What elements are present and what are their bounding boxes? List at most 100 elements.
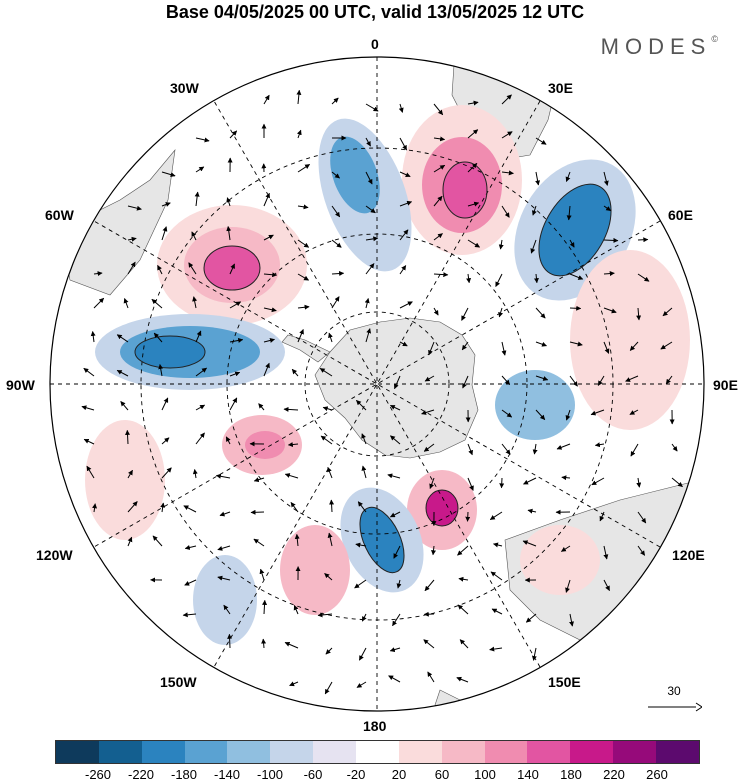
anomaly-east-indian-high (570, 250, 690, 430)
wind-vector (501, 409, 513, 418)
wind-vector (250, 509, 265, 515)
wind-vector (565, 579, 571, 593)
colorbar-cell (441, 741, 485, 763)
lon-label-60e: 60E (668, 207, 693, 223)
wind-vector (361, 613, 367, 622)
anomaly-south-atlantic-low-core (135, 336, 205, 368)
wind-vector (296, 89, 302, 105)
wind-vector (523, 477, 537, 485)
anomaly-tasman-high (520, 525, 600, 595)
lon-label-30e: 30E (548, 80, 573, 96)
wind-vector (127, 261, 136, 275)
wind-vector (195, 432, 205, 445)
wind-vector (423, 639, 435, 649)
wind-vector (501, 131, 513, 139)
wind-vector (535, 171, 541, 186)
wind-vector (263, 362, 270, 377)
wind-vector (424, 579, 435, 592)
contour-lines (134, 161, 612, 574)
wind-vector (365, 263, 375, 275)
wind-vector (501, 341, 507, 356)
wind-vector (161, 202, 171, 207)
wind-vector (354, 579, 367, 589)
wind-vector (556, 443, 571, 450)
colorbar-cell (570, 741, 614, 763)
wind-vector (263, 272, 278, 278)
wind-vector (491, 608, 503, 615)
meridian-60e-120w (93, 220, 661, 548)
colorbar-tick-label: 220 (603, 767, 625, 782)
wind-vector (161, 226, 168, 241)
wind-vector (569, 273, 584, 280)
wind-vector (458, 576, 469, 582)
colorbar-tick-label: 140 (517, 767, 539, 782)
wind-vector (127, 205, 142, 211)
wind-vector (597, 375, 605, 386)
wind-vector (258, 403, 265, 411)
colorbar-cell (56, 741, 99, 763)
wind-vector (263, 338, 275, 343)
wind-vector (183, 505, 197, 513)
wind-vector (357, 501, 367, 513)
contour-atlantic-high (203, 245, 261, 291)
wind-vector (467, 100, 479, 106)
south-america (59, 148, 176, 296)
wind-vector (467, 129, 479, 139)
wind-vector (161, 397, 169, 411)
antarctic-peninsula (281, 334, 331, 363)
wind-vector (636, 307, 642, 321)
wind-vector (387, 473, 401, 479)
wind-vector (565, 171, 571, 182)
wind-vector (127, 236, 137, 242)
wind-vector (229, 301, 242, 309)
wind-vector (637, 237, 649, 243)
wind-vector (393, 545, 401, 559)
colorbar-tick-label: -60 (303, 767, 323, 782)
wind-vector (229, 371, 241, 377)
wind-vector (603, 341, 610, 354)
wind-vector (535, 375, 549, 381)
wind-vector (461, 307, 469, 321)
wind-vector (262, 599, 268, 615)
wind-vectors (81, 89, 683, 695)
wind-vector (160, 502, 166, 513)
wind-vector (603, 205, 612, 212)
wind-vector (392, 613, 401, 627)
colorbar-cell (356, 741, 399, 763)
wind-vector (457, 604, 469, 615)
wind-vector (399, 301, 413, 309)
wind-vector (532, 443, 538, 455)
wind-vector (671, 477, 683, 488)
wind-vector (291, 368, 299, 377)
wind-vector (188, 262, 197, 275)
wind-vector (289, 681, 299, 687)
wind-vector (227, 633, 233, 649)
wind-vector (263, 234, 274, 241)
wind-vector (325, 647, 333, 655)
modes-logo: MODES© (601, 34, 718, 60)
wind-vector (328, 332, 333, 343)
wind-vector (493, 542, 503, 548)
wind-vector (399, 200, 413, 207)
wind-vector (297, 304, 310, 310)
wind-vector (399, 341, 408, 347)
wind-vector (90, 331, 96, 343)
wind-vector (565, 409, 571, 421)
wind-vector (396, 579, 402, 589)
wind-vector (324, 573, 333, 581)
meridian-120e-60w (93, 220, 661, 548)
wind-vector (215, 473, 231, 479)
wind-vector (92, 503, 98, 513)
wind-vector (184, 579, 197, 586)
wind-vector (490, 571, 503, 581)
wind-vector (127, 501, 138, 513)
wind-vector (263, 192, 270, 207)
wind-vector (161, 437, 170, 445)
wind-vector (594, 442, 605, 448)
wind-vector (226, 197, 232, 207)
colorbar-tick-label: 100 (474, 767, 496, 782)
lon-label-150e: 150E (548, 674, 581, 690)
wind-vector (327, 466, 333, 479)
colorbar-tick-label: -140 (213, 767, 241, 782)
wind-vector (399, 137, 408, 151)
